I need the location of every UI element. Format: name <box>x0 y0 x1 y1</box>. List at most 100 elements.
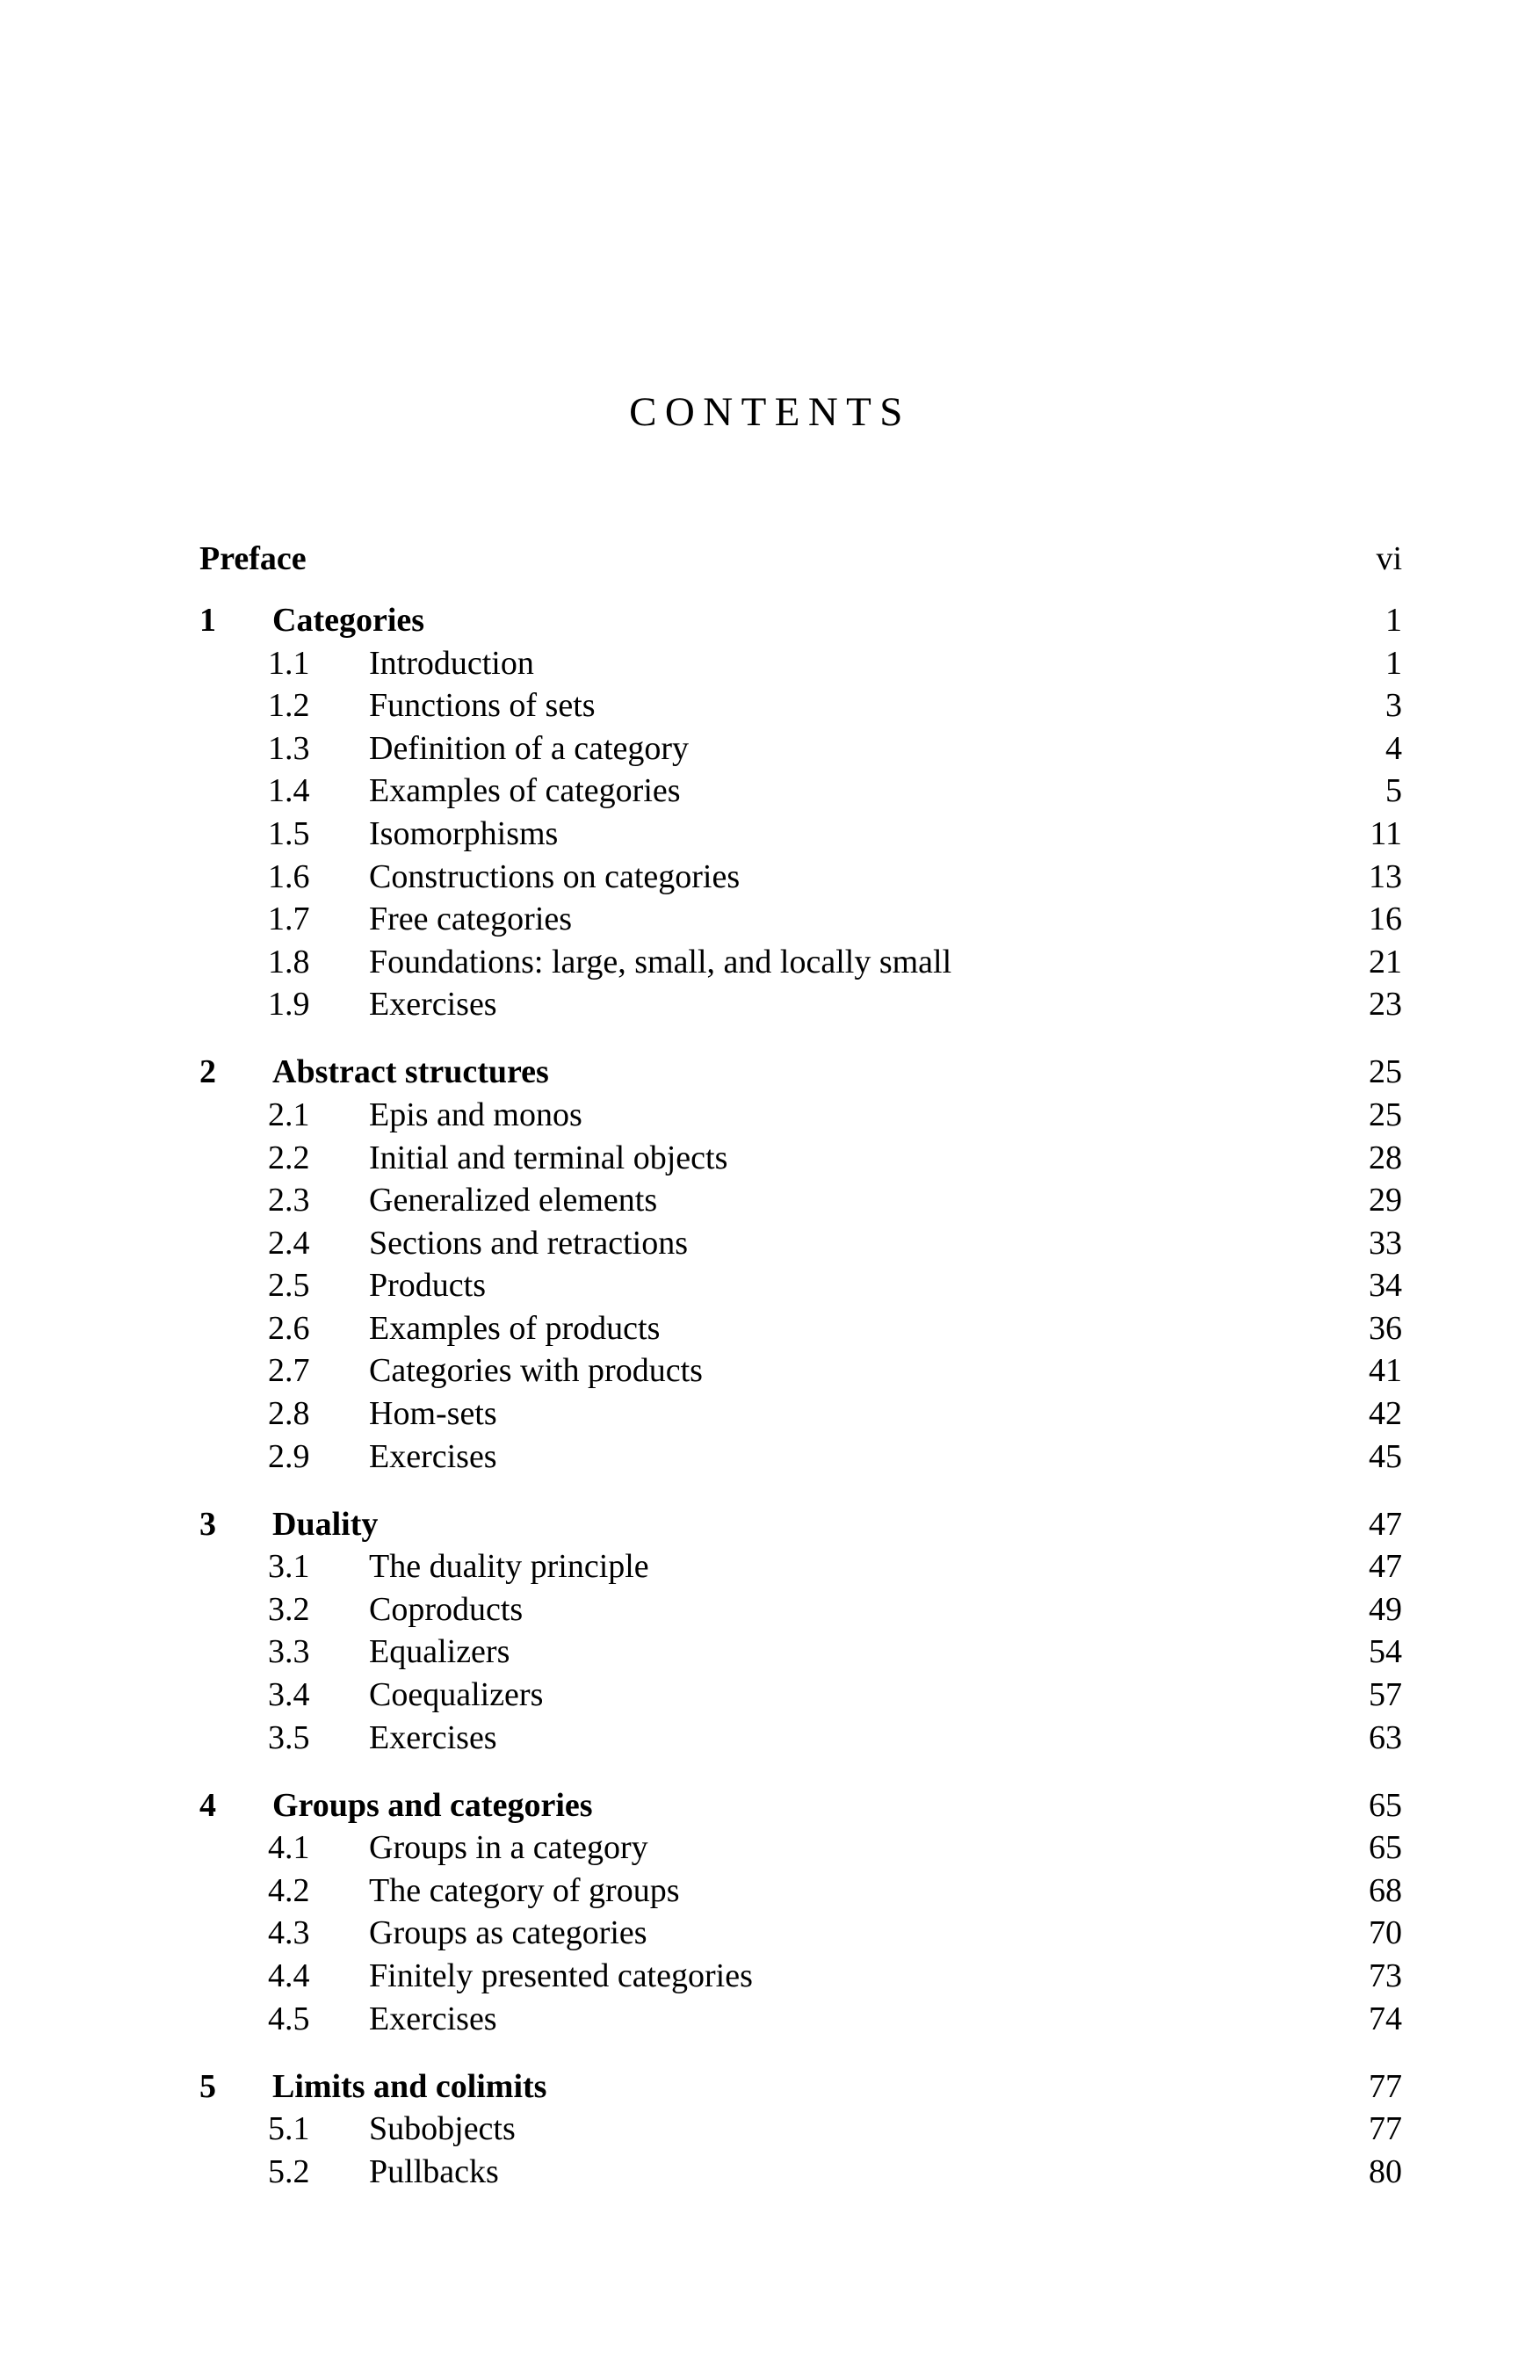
section-title: Examples of products <box>369 1309 661 1347</box>
section-number: 2.2 <box>268 1139 310 1176</box>
section-title: Hom-sets <box>369 1395 497 1433</box>
chapter-page-number: 65 <box>1369 1786 1402 1824</box>
section-title: The category of groups <box>369 1871 680 1909</box>
chapter-title: Categories <box>272 601 425 639</box>
section-list: 3.1 The duality principle 47 3.2 Coprodu… <box>199 1545 1402 1759</box>
section-page-number: 5 <box>1385 772 1402 810</box>
table-of-contents: Preface vi 1 Categories 1 1.1 Introducti… <box>199 538 1402 2193</box>
section-number: 4.3 <box>268 1914 310 1952</box>
section-title: Isomorphisms <box>369 814 559 852</box>
section-number: 1.8 <box>268 943 310 980</box>
toc-entry-section: 1.6 Constructions on categories 13 <box>199 856 1402 899</box>
section-page-number: 11 <box>1370 814 1402 852</box>
toc-entry-section: 1.2 Functions of sets 3 <box>199 684 1402 727</box>
toc-entry-section: 1.5 Isomorphisms 11 <box>199 813 1402 856</box>
toc-entry-section: 2.5 Products 34 <box>199 1264 1402 1307</box>
toc-entry-chapter: 5 Limits and colimits 77 <box>199 2065 1402 2109</box>
section-page-number: 28 <box>1369 1139 1402 1176</box>
toc-entry-section: 3.2 Coproducts 49 <box>199 1588 1402 1631</box>
section-page-number: 33 <box>1369 1224 1402 1262</box>
section-number: 4.5 <box>268 2000 310 2037</box>
toc-entry-section: 1.9 Exercises 23 <box>199 983 1402 1026</box>
toc-entry-section: 3.1 The duality principle 47 <box>199 1545 1402 1588</box>
section-title: Free categories <box>369 901 573 938</box>
toc-entry-section: 3.3 Equalizers 54 <box>199 1631 1402 1674</box>
section-number: 2.7 <box>268 1352 310 1390</box>
section-page-number: 74 <box>1369 2000 1402 2037</box>
toc-entry-section: 2.6 Examples of products 36 <box>199 1307 1402 1350</box>
toc-entry-section: 2.9 Exercises 45 <box>199 1436 1402 1479</box>
section-title: Pullbacks <box>369 2152 499 2190</box>
section-number: 4.1 <box>268 1829 310 1867</box>
toc-entry-chapter: 1 Categories 1 <box>199 599 1402 642</box>
toc-entry-section: 4.4 Finitely presented categories 73 <box>199 1955 1402 1998</box>
section-number: 1.9 <box>268 986 310 1024</box>
chapter-page-number: 47 <box>1369 1505 1402 1543</box>
section-number: 3.1 <box>268 1548 310 1586</box>
section-number: 2.9 <box>268 1437 310 1475</box>
section-page-number: 57 <box>1369 1676 1402 1714</box>
section-title: Finitely presented categories <box>369 1957 753 1994</box>
section-page-number: 16 <box>1369 901 1402 938</box>
section-title: Coproducts <box>369 1590 524 1628</box>
section-number: 1.4 <box>268 772 310 810</box>
section-number: 5.2 <box>268 2152 310 2190</box>
section-title: Exercises <box>369 2000 497 2037</box>
page-title: CONTENTS <box>629 389 911 435</box>
toc-entry-section: 2.8 Hom-sets 42 <box>199 1393 1402 1436</box>
toc-entry-chapter: 4 Groups and categories 65 <box>199 1784 1402 1827</box>
toc-chapter-block: 4 Groups and categories 65 4.1 Groups in… <box>199 1784 1402 2041</box>
section-number: 1.7 <box>268 901 310 938</box>
toc-entry-section: 2.4 Sections and retractions 33 <box>199 1222 1402 1265</box>
section-page-number: 73 <box>1369 1957 1402 1994</box>
section-page-number: 49 <box>1369 1590 1402 1628</box>
toc-entry-section: 4.1 Groups in a category 65 <box>199 1827 1402 1870</box>
section-page-number: 80 <box>1369 2152 1402 2190</box>
chapter-title: Duality <box>272 1505 379 1543</box>
section-page-number: 47 <box>1369 1548 1402 1586</box>
toc-entry-chapter: 3 Duality 47 <box>199 1503 1402 1546</box>
section-page-number: 21 <box>1369 943 1402 980</box>
section-list: 5.1 Subobjects 77 5.2 Pullbacks 80 <box>199 2108 1402 2193</box>
section-page-number: 3 <box>1385 687 1402 725</box>
section-number: 2.6 <box>268 1309 310 1347</box>
section-number: 3.2 <box>268 1590 310 1628</box>
section-number: 3.3 <box>268 1633 310 1671</box>
section-page-number: 1 <box>1385 644 1402 682</box>
toc-entry-section: 1.4 Examples of categories 5 <box>199 770 1402 813</box>
section-page-number: 23 <box>1369 986 1402 1024</box>
section-title: Groups in a category <box>369 1829 648 1867</box>
chapter-number: 2 <box>199 1053 216 1091</box>
chapter-number: 3 <box>199 1505 216 1543</box>
section-page-number: 77 <box>1369 2110 1402 2148</box>
section-title: Constructions on categories <box>369 857 741 895</box>
toc-entry-section: 1.1 Introduction 1 <box>199 642 1402 685</box>
toc-entry-preface: Preface vi <box>199 538 1402 581</box>
chapter-title: Limits and colimits <box>272 2067 547 2105</box>
toc-entry-section: 2.1 Epis and monos 25 <box>199 1094 1402 1137</box>
section-list: 4.1 Groups in a category 65 4.2 The cate… <box>199 1827 1402 2040</box>
toc-entry-chapter: 2 Abstract structures 25 <box>199 1051 1402 1094</box>
section-page-number: 54 <box>1369 1633 1402 1671</box>
section-page-number: 45 <box>1369 1437 1402 1475</box>
section-number: 2.1 <box>268 1096 310 1133</box>
section-title: Definition of a category <box>369 729 690 767</box>
toc-entry-section: 4.2 The category of groups 68 <box>199 1870 1402 1913</box>
section-title: Examples of categories <box>369 772 681 810</box>
section-title: Exercises <box>369 986 497 1024</box>
section-number: 2.3 <box>268 1182 310 1219</box>
section-title: Equalizers <box>369 1633 510 1671</box>
section-title: Categories with products <box>369 1352 703 1390</box>
section-title: Initial and terminal objects <box>369 1139 728 1176</box>
toc-entry-section: 3.4 Coequalizers 57 <box>199 1674 1402 1717</box>
section-page-number: 42 <box>1369 1395 1402 1433</box>
section-number: 1.3 <box>268 729 310 767</box>
section-title: Exercises <box>369 1718 497 1756</box>
chapter-list: 1 Categories 1 1.1 Introduction 1 1.2 Fu… <box>199 599 1402 2193</box>
section-title: Introduction <box>369 644 534 682</box>
section-number: 5.1 <box>268 2110 310 2148</box>
section-title: Exercises <box>369 1437 497 1475</box>
section-page-number: 41 <box>1369 1352 1402 1390</box>
toc-entry-section: 2.2 Initial and terminal objects 28 <box>199 1137 1402 1180</box>
